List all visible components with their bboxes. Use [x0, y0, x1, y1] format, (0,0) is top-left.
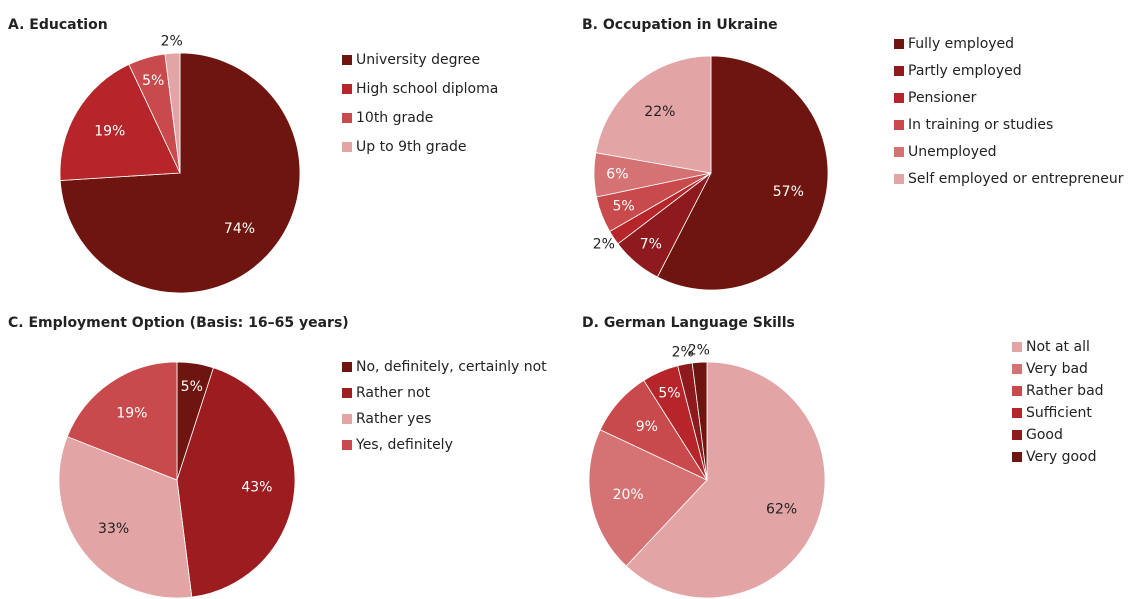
legend-swatch [342, 113, 352, 123]
legend-swatch [894, 39, 904, 49]
data-label: 5% [612, 198, 634, 214]
legend-label: Partly employed [908, 63, 1022, 79]
data-label: 9% [636, 419, 658, 435]
legend-label: Fully employed [908, 36, 1014, 52]
pie-slice [588, 429, 708, 567]
legend-swatch [1012, 342, 1022, 352]
pie-slice [59, 63, 181, 181]
chart-title: A. Education [8, 17, 108, 33]
data-label: 74% [224, 221, 255, 237]
legend-swatch [1012, 430, 1022, 440]
pie-slice [176, 367, 296, 598]
data-label: 57% [773, 184, 804, 200]
legend-label: Self employed or entrepreneur [908, 171, 1124, 187]
data-label: 20% [613, 487, 644, 503]
legend-swatch [1012, 386, 1022, 396]
chart-title: B. Occupation in Ukraine [582, 17, 778, 33]
data-label: 33% [98, 521, 129, 537]
legend-label: Up to 9th grade [356, 139, 467, 155]
data-label: 6% [606, 166, 628, 182]
data-label: 2% [688, 342, 710, 358]
legend-swatch [1012, 364, 1022, 374]
legend-swatch [894, 120, 904, 130]
legend-swatch [342, 388, 352, 398]
legend-label: Sufficient [1026, 405, 1092, 421]
pie-slice [66, 361, 178, 481]
legend-swatch [342, 440, 352, 450]
data-label: 43% [241, 480, 272, 496]
data-label: 5% [142, 73, 164, 89]
pie-slice [656, 55, 829, 291]
legend-swatch [342, 84, 352, 94]
legend-label: Rather not [356, 385, 431, 401]
legend-swatch [894, 66, 904, 76]
legend-label: In training or studies [908, 117, 1053, 133]
data-label: 19% [94, 123, 125, 139]
chart-title: D. German Language Skills [582, 315, 795, 331]
legend-label: Very good [1026, 449, 1097, 465]
legend-swatch [1012, 408, 1022, 418]
data-label: 2% [593, 236, 615, 252]
data-label: 5% [658, 385, 680, 401]
legend-label: University degree [356, 52, 480, 68]
pie-slice [164, 52, 181, 174]
legend-label: 10th grade [356, 110, 433, 126]
data-label: 7% [640, 237, 662, 253]
legend-swatch [894, 174, 904, 184]
legend-label: Yes, definitely [355, 437, 453, 453]
data-label: 62% [766, 502, 797, 518]
legend-swatch [894, 147, 904, 157]
data-label: 5% [181, 379, 203, 395]
legend-label: No, definitely, certainly not [356, 359, 547, 375]
legend-swatch [894, 93, 904, 103]
legend-label: Rather yes [356, 411, 431, 427]
data-label: 2% [672, 344, 694, 360]
legend-label: Very bad [1026, 361, 1088, 377]
data-label: 22% [644, 104, 675, 120]
legend-label: Pensioner [908, 90, 977, 106]
legend-swatch [1012, 452, 1022, 462]
chart-title: C. Employment Option (Basis: 16–65 years… [8, 315, 349, 331]
legend-swatch [342, 362, 352, 372]
legend-label: Rather bad [1026, 383, 1104, 399]
legend-swatch [342, 142, 352, 152]
pie-slice [595, 55, 712, 174]
pie-slice [691, 361, 708, 481]
pie-slice [625, 361, 826, 599]
pie-slice [58, 436, 193, 599]
legend-swatch [342, 414, 352, 424]
legend-label: Not at all [1026, 339, 1090, 355]
data-label: 2% [161, 33, 183, 49]
legend-label: Unemployed [908, 144, 997, 160]
legend-label: High school diploma [356, 81, 498, 97]
legend-label: Good [1026, 427, 1063, 443]
legend-swatch [342, 55, 352, 65]
data-label: 19% [116, 406, 147, 422]
